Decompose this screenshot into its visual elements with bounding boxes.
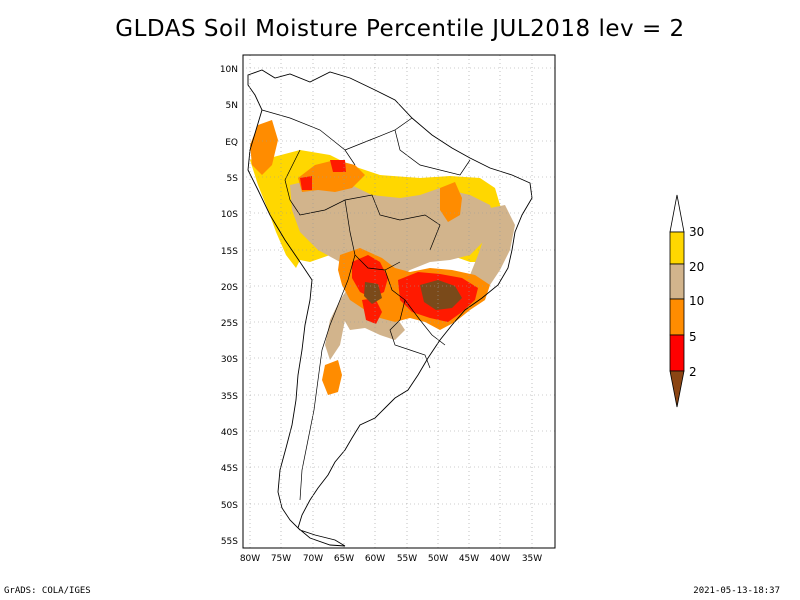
lat-label: 5N <box>226 101 238 111</box>
colorbar-bottom-arrow <box>669 370 685 408</box>
footer-timestamp: 2021-05-13-18:37 <box>693 586 780 596</box>
lon-label: 35W <box>522 554 542 564</box>
colorbar-label: 30 <box>689 225 704 239</box>
tan-region-east <box>470 205 515 290</box>
brown-region-chaco <box>364 282 382 304</box>
map-frame <box>242 54 556 549</box>
lat-label: EQ <box>225 138 238 148</box>
colorbar-segment-20 <box>669 263 685 300</box>
lon-label: 40W <box>490 554 510 564</box>
colorbar <box>669 194 685 408</box>
footer-credit: GrADS: COLA/IGES <box>4 586 91 596</box>
lon-label: 75W <box>271 554 291 564</box>
lat-label: 15S <box>221 247 238 257</box>
colorbar-segment-10 <box>669 298 685 336</box>
lon-label: 60W <box>365 554 385 564</box>
lon-label: 45W <box>459 554 479 564</box>
lat-label: 25S <box>221 319 238 329</box>
latitude-labels: 10N 5N EQ 5S 10S 15S 20S 25S 30S 35S 40S… <box>220 65 238 547</box>
lat-label: 10N <box>220 65 238 75</box>
orange-region-northeast <box>440 182 462 222</box>
lat-label: 55S <box>221 537 238 547</box>
colorbar-segment-30 <box>669 231 685 265</box>
colorbar-label: 20 <box>689 260 704 274</box>
yellow-region-andes <box>250 155 300 268</box>
red-region-paraguay <box>352 255 388 298</box>
lat-label: 35S <box>221 392 238 402</box>
longitude-labels: 80W 75W 70W 65W 60W 55W 50W 45W 40W 35W <box>240 554 542 564</box>
lat-label: 40S <box>221 428 238 438</box>
orange-region-west-coast <box>250 120 278 175</box>
map-title: GLDAS Soil Moisture Percentile JUL2018 l… <box>115 16 685 42</box>
lat-label: 50S <box>221 501 238 511</box>
brown-region-saopaulo <box>420 280 462 310</box>
colorbar-labels: 30 20 10 5 2 <box>689 225 704 379</box>
colorbar-label: 5 <box>689 330 697 344</box>
lon-label: 55W <box>397 554 417 564</box>
lat-label: 5S <box>227 174 239 184</box>
lon-label: 65W <box>334 554 354 564</box>
orange-region-south <box>322 360 342 395</box>
lat-label: 20S <box>221 283 238 293</box>
lon-label: 70W <box>303 554 323 564</box>
lat-label: 45S <box>221 464 238 474</box>
south-america-coastline <box>247 69 533 547</box>
orange-region-north <box>298 160 365 192</box>
continent-outline <box>247 69 533 547</box>
red-region-amazon <box>300 160 346 190</box>
colorbar-segment-5 <box>669 334 685 372</box>
lon-label: 80W <box>240 554 260 564</box>
soil-moisture-shading <box>250 120 515 395</box>
lat-label: 10S <box>221 210 238 220</box>
colorbar-label: 2 <box>689 365 697 379</box>
lat-label: 30S <box>221 355 238 365</box>
lon-label: 50W <box>428 554 448 564</box>
colorbar-top-arrow <box>669 194 685 233</box>
colorbar-label: 10 <box>689 294 704 308</box>
country-borders <box>261 109 471 501</box>
red-region-west <box>362 298 382 324</box>
